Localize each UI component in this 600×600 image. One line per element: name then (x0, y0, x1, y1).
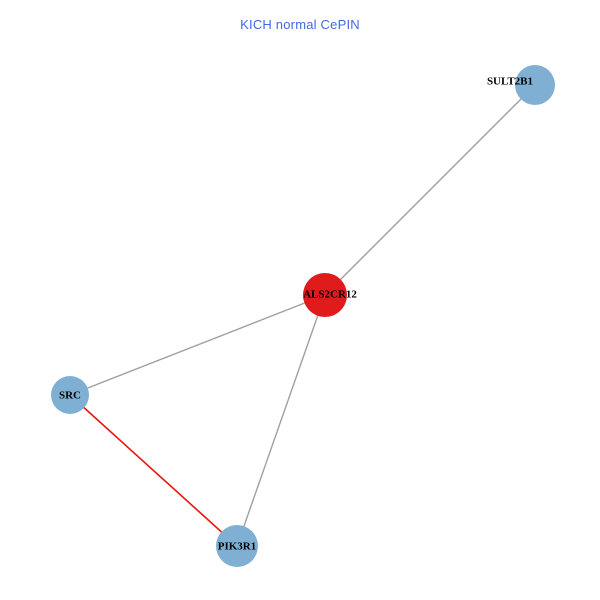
graph-node-label-src: SRC (59, 390, 81, 402)
edge-layer (69, 84, 536, 547)
graph-node-label-als2cr12: ALS2CR12 (303, 289, 357, 301)
graph-edge-src-pik3r1 (69, 394, 238, 547)
graph-edge-als2cr12-pik3r1 (236, 294, 326, 547)
graph-node-label-pik3r1: PIK3R1 (218, 541, 257, 553)
graph-node-label-sult2b1: SULT2B1 (487, 76, 533, 88)
graph-node-sult2b1[interactable] (515, 65, 555, 105)
graph-edge-src-als2cr12 (69, 294, 326, 396)
node-layer (51, 65, 555, 567)
graph-edge-sult2b1-als2cr12 (324, 84, 536, 296)
graph-node-src[interactable] (51, 376, 89, 414)
graph-node-als2cr12[interactable] (303, 273, 347, 317)
graph-node-pik3r1[interactable] (216, 525, 258, 567)
page-title: KICH normal CePIN (240, 17, 360, 32)
node-label-layer: SULT2B1 ALS2CR12 SRC PIK3R1 (59, 76, 533, 553)
